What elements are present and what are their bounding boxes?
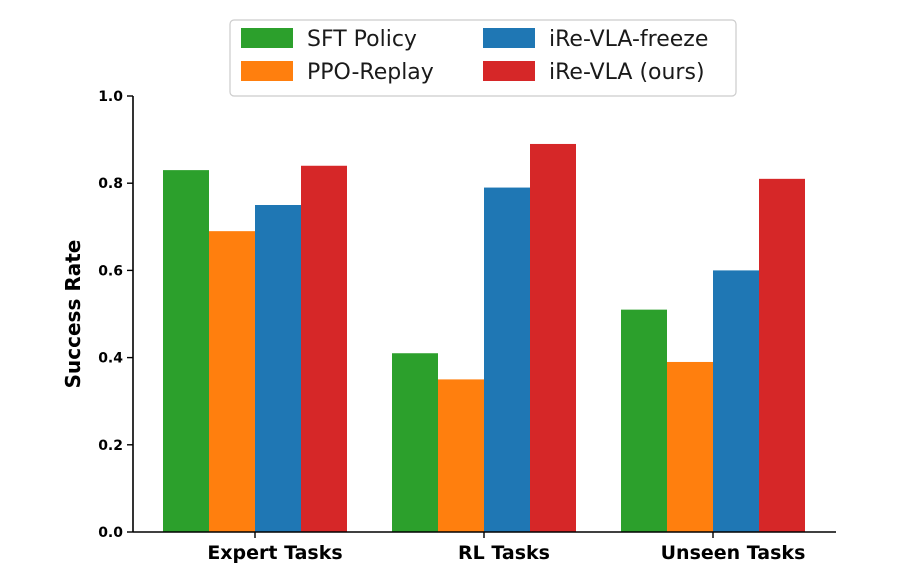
bar-sft-policy-expert-tasks: [163, 170, 209, 532]
legend-swatch: [241, 61, 293, 81]
legend-frame: [229, 19, 737, 97]
y-tick-label: 1.0: [98, 89, 123, 105]
x-category-labels: Expert Tasks RL Tasks Unseen Tasks: [207, 532, 805, 564]
y-tick-label: 0.8: [98, 176, 123, 192]
y-axis-label: Success Rate: [61, 240, 85, 389]
x-category-label: RL Tasks: [458, 542, 550, 564]
bar-ire-vla-ours-expert-tasks: [301, 165, 347, 532]
bar-ire-vla-freeze-expert-tasks: [255, 205, 301, 532]
legend-swatch: [483, 28, 535, 48]
x-category-label: Expert Tasks: [207, 542, 342, 564]
legend-label: PPO-Replay: [307, 60, 434, 85]
y-tick-label: 0.0: [98, 525, 123, 541]
y-tick-label: 0.2: [98, 438, 123, 454]
legend-swatch: [241, 28, 293, 48]
bar-ppo-replay-unseen-tasks: [667, 361, 713, 532]
y-ticks: 0.0 0.2 0.4 0.6 0.8 1.0: [98, 89, 133, 541]
y-tick-label: 0.4: [98, 351, 123, 367]
bar-sft-policy-unseen-tasks: [621, 309, 667, 532]
bar-ire-vla-freeze-rl-tasks: [484, 187, 530, 532]
bar-ire-vla-ours-unseen-tasks: [759, 178, 805, 532]
legend-label: SFT Policy: [307, 27, 417, 52]
bar-ire-vla-ours-rl-tasks: [530, 143, 576, 532]
legend: SFT Policy PPO-Replay iRe-VLA-freeze iRe-VL…: [229, 19, 737, 97]
legend-label: iRe-VLA-freeze: [549, 27, 708, 52]
bars-layer: [163, 143, 805, 532]
x-category-label: Unseen Tasks: [661, 542, 806, 564]
bar-sft-policy-rl-tasks: [392, 353, 438, 532]
bar-ppo-replay-expert-tasks: [209, 231, 255, 532]
bar-ire-vla-freeze-unseen-tasks: [713, 270, 759, 532]
legend-swatch: [483, 61, 535, 81]
y-tick-label: 0.6: [98, 263, 123, 279]
legend-label: iRe-VLA (ours): [549, 60, 705, 85]
bar-ppo-replay-rl-tasks: [438, 379, 484, 532]
